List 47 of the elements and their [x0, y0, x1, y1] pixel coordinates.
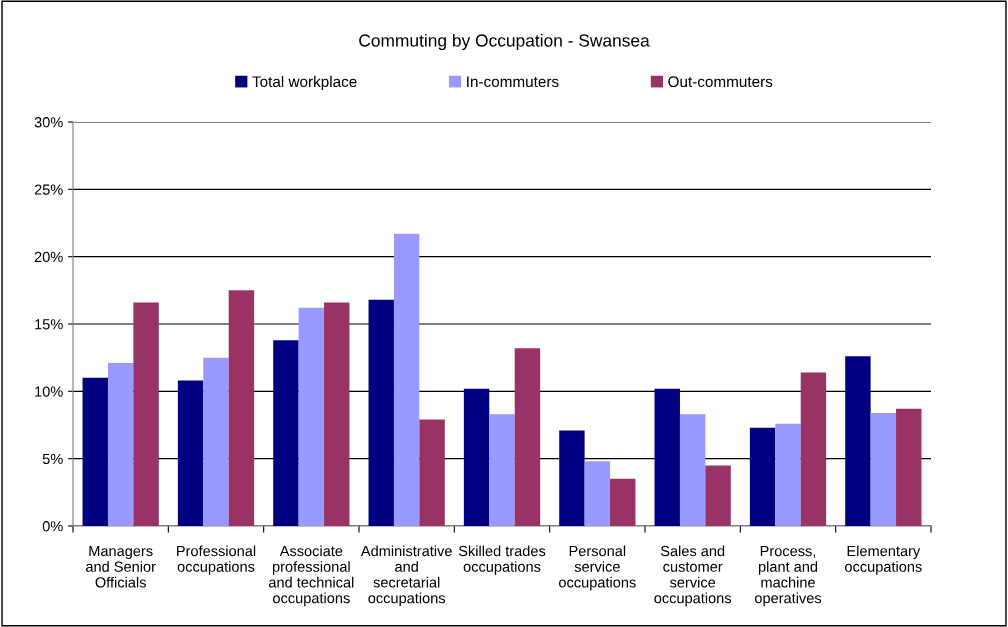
x-tick-label: Sales and customer service occupations: [654, 545, 732, 607]
bar: [610, 478, 636, 526]
bar: [463, 388, 490, 526]
bar: [896, 408, 922, 526]
bar: [393, 233, 420, 526]
bar: [775, 423, 801, 526]
x-tick-label: Process, plant and machine operatives: [754, 545, 822, 607]
bar: [705, 465, 731, 526]
bar: [107, 363, 134, 526]
bar: [177, 380, 204, 526]
x-tick-label: Associate professional and technical occupations: [268, 545, 354, 607]
x-tick-label: Administrative and secretarial occupations: [360, 545, 452, 607]
chart-title: Commuting by Occupation - Swansea: [359, 33, 650, 51]
bar: [273, 340, 299, 526]
bar: [514, 348, 541, 526]
bar: [324, 302, 350, 526]
legend-label: Total workplace: [252, 75, 357, 91]
bar: [203, 357, 229, 526]
bar: [82, 377, 108, 526]
y-tick-label: 15%: [35, 319, 63, 330]
bar: [368, 299, 394, 526]
bar: [845, 356, 871, 526]
y-tick-label: 0%: [42, 521, 63, 532]
x-tick-label: Professional occupations: [177, 545, 256, 575]
y-tick-label: 20%: [34, 251, 63, 263]
bar: [298, 307, 325, 526]
x-tick-label: Elementary occupations: [845, 545, 922, 575]
y-tick-label: 5%: [42, 453, 63, 465]
y-tick-label: 10%: [35, 386, 63, 397]
bar: [228, 290, 255, 526]
bar: [749, 427, 776, 526]
x-tick-label: Managers and Senior Officials: [86, 545, 156, 588]
legend-label: Out-commuters: [668, 76, 773, 88]
bar: [133, 302, 159, 526]
bar: [870, 412, 897, 526]
bar: [419, 419, 445, 526]
y-tick-label: 30%: [34, 117, 63, 128]
bar: [489, 414, 515, 526]
x-tick-label: Skilled trades occupations: [458, 545, 546, 575]
bar: [559, 430, 585, 526]
bar: [584, 461, 611, 526]
y-tick-label: 25%: [34, 184, 63, 195]
bar: [679, 414, 706, 526]
legend-label: In-commuters: [467, 76, 559, 88]
bar: [800, 372, 827, 526]
x-tick-label: Personal service occupations: [559, 545, 636, 591]
bar: [654, 388, 680, 526]
